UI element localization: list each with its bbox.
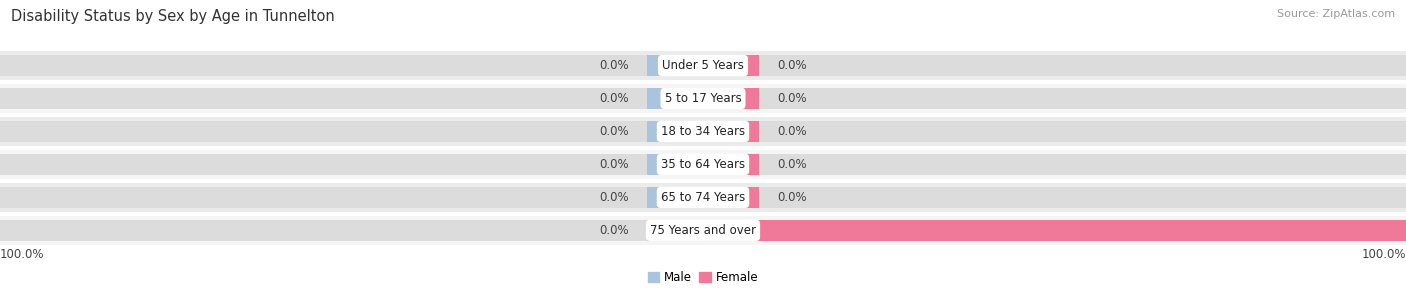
Bar	[0, 88, 1406, 109]
Bar	[703, 55, 759, 76]
Text: 0.0%: 0.0%	[778, 92, 807, 105]
Text: 75 Years and over: 75 Years and over	[650, 224, 756, 237]
Text: 0.0%: 0.0%	[599, 59, 630, 72]
Text: 0.0%: 0.0%	[599, 158, 630, 171]
Bar	[703, 220, 1406, 241]
Text: Under 5 Years: Under 5 Years	[662, 59, 744, 72]
Text: 35 to 64 Years: 35 to 64 Years	[661, 158, 745, 171]
Text: 18 to 34 Years: 18 to 34 Years	[661, 125, 745, 138]
Bar	[647, 220, 703, 241]
Text: 5 to 17 Years: 5 to 17 Years	[665, 92, 741, 105]
Bar	[0, 187, 1406, 208]
Text: 100.0%: 100.0%	[1361, 249, 1406, 261]
Bar	[0, 121, 1406, 142]
Bar	[0, 117, 1406, 146]
Bar	[647, 154, 703, 175]
Bar	[647, 121, 703, 142]
Text: 0.0%: 0.0%	[778, 59, 807, 72]
Bar	[647, 88, 703, 109]
Legend: Male, Female: Male, Female	[643, 267, 763, 289]
Text: 0.0%: 0.0%	[778, 191, 807, 204]
Text: 65 to 74 Years: 65 to 74 Years	[661, 191, 745, 204]
Bar	[703, 88, 759, 109]
Bar	[703, 187, 759, 208]
Text: 0.0%: 0.0%	[599, 224, 630, 237]
Bar	[0, 154, 1406, 175]
Text: 0.0%: 0.0%	[599, 92, 630, 105]
Text: 0.0%: 0.0%	[599, 191, 630, 204]
Bar	[0, 55, 1406, 76]
Text: 0.0%: 0.0%	[778, 125, 807, 138]
Text: 0.0%: 0.0%	[599, 125, 630, 138]
Bar	[0, 220, 1406, 241]
Bar	[0, 51, 1406, 80]
Bar	[0, 216, 1406, 245]
Bar	[0, 183, 1406, 212]
Bar	[647, 55, 703, 76]
Bar	[703, 121, 759, 142]
Bar	[0, 84, 1406, 113]
Text: 100.0%: 100.0%	[0, 249, 45, 261]
Bar	[703, 154, 759, 175]
Text: Disability Status by Sex by Age in Tunnelton: Disability Status by Sex by Age in Tunne…	[11, 9, 335, 24]
Text: Source: ZipAtlas.com: Source: ZipAtlas.com	[1277, 9, 1395, 19]
Text: 0.0%: 0.0%	[778, 158, 807, 171]
Bar	[0, 150, 1406, 179]
Bar	[647, 187, 703, 208]
